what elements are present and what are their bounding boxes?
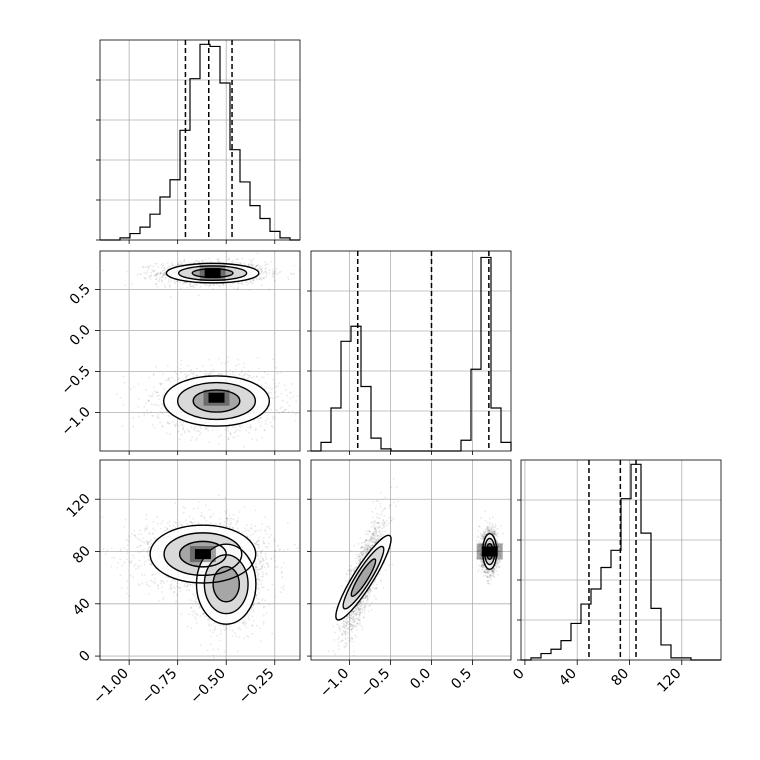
x-tick-label-2-1: 40 bbox=[556, 666, 580, 690]
contour-1-1-2 bbox=[212, 565, 241, 603]
x-tick-label-1-3: 0.5 bbox=[448, 666, 475, 693]
density-peak-0-0 bbox=[204, 268, 221, 279]
density-layer bbox=[150, 263, 503, 625]
density-shade-inner-2-0 bbox=[351, 558, 376, 597]
x-tick-label-2-3: 120 bbox=[654, 666, 684, 696]
scatter-frame-1 bbox=[99, 459, 301, 661]
x-tick-label-1-0: −1.0 bbox=[317, 666, 352, 701]
contour-1-0-1 bbox=[163, 532, 243, 577]
y-tick-label-2-1: 40 bbox=[70, 595, 94, 619]
density-peak-0-1 bbox=[208, 392, 225, 403]
y-tick-label-2-2: 80 bbox=[70, 543, 94, 567]
x-tick-label-2-2: 80 bbox=[608, 666, 632, 690]
x-tick-label-1-1: −0.5 bbox=[358, 666, 393, 701]
contour-0-0-0 bbox=[165, 262, 260, 284]
grid-layer bbox=[100, 40, 721, 660]
y-tick-label-2-0: 0 bbox=[76, 648, 94, 666]
contour-1-1-0 bbox=[195, 543, 257, 625]
histogram-step-2 bbox=[521, 463, 721, 661]
histogram-frame-2 bbox=[520, 459, 722, 661]
x-tick-label-0-3: −0.25 bbox=[236, 666, 278, 708]
x-tick-label-1-2: 0.0 bbox=[407, 666, 434, 693]
density-peak-1-0 bbox=[194, 549, 211, 560]
contour-1-1-1 bbox=[203, 554, 249, 615]
scatter-layer bbox=[100, 252, 504, 659]
density-peak-2-0 bbox=[481, 546, 498, 557]
histogram-step-0 bbox=[100, 43, 300, 241]
scatter-frame-2 bbox=[310, 459, 512, 661]
histogram-frame-1 bbox=[310, 250, 512, 452]
contour-0-1-0 bbox=[162, 375, 271, 427]
axes-layer bbox=[95, 39, 722, 665]
tick-label-layer: −1.00 −0.75 −0.50 −0.25 −1.0 −0.5 0.0 0.5 0 40 80 1… bbox=[58, 281, 684, 707]
y-tick-label-1-1: −0.5 bbox=[58, 363, 93, 398]
y-tick-label-2-3: 120 bbox=[64, 491, 94, 521]
contour-0-1-2 bbox=[192, 389, 241, 413]
contour-2-0-1 bbox=[342, 545, 385, 610]
contour-2-0-2 bbox=[350, 558, 377, 598]
histogram-step-1 bbox=[311, 256, 512, 452]
y-tick-label-1-2: 0.0 bbox=[67, 322, 94, 349]
contour-0-1-1 bbox=[176, 381, 257, 421]
contour-1-0-0 bbox=[149, 524, 257, 584]
contour-2-0-0 bbox=[335, 534, 392, 621]
histogram-layer bbox=[100, 40, 721, 661]
x-tick-label-0-0: −1.00 bbox=[90, 666, 132, 708]
density-shade-inner-1-1 bbox=[213, 566, 240, 602]
histogram-frame-0 bbox=[99, 39, 301, 241]
scatter-frame-0 bbox=[99, 250, 301, 452]
y-tick-label-1-0: −1.0 bbox=[58, 404, 93, 439]
x-tick-label-0-2: −0.50 bbox=[187, 666, 229, 708]
x-tick-label-2-0: 0 bbox=[510, 666, 528, 684]
y-tick-label-1-3: 0.5 bbox=[67, 281, 94, 308]
contour-layer bbox=[149, 262, 498, 625]
x-tick-label-0-1: −0.75 bbox=[139, 666, 181, 708]
contour-0-0-1 bbox=[177, 265, 248, 282]
